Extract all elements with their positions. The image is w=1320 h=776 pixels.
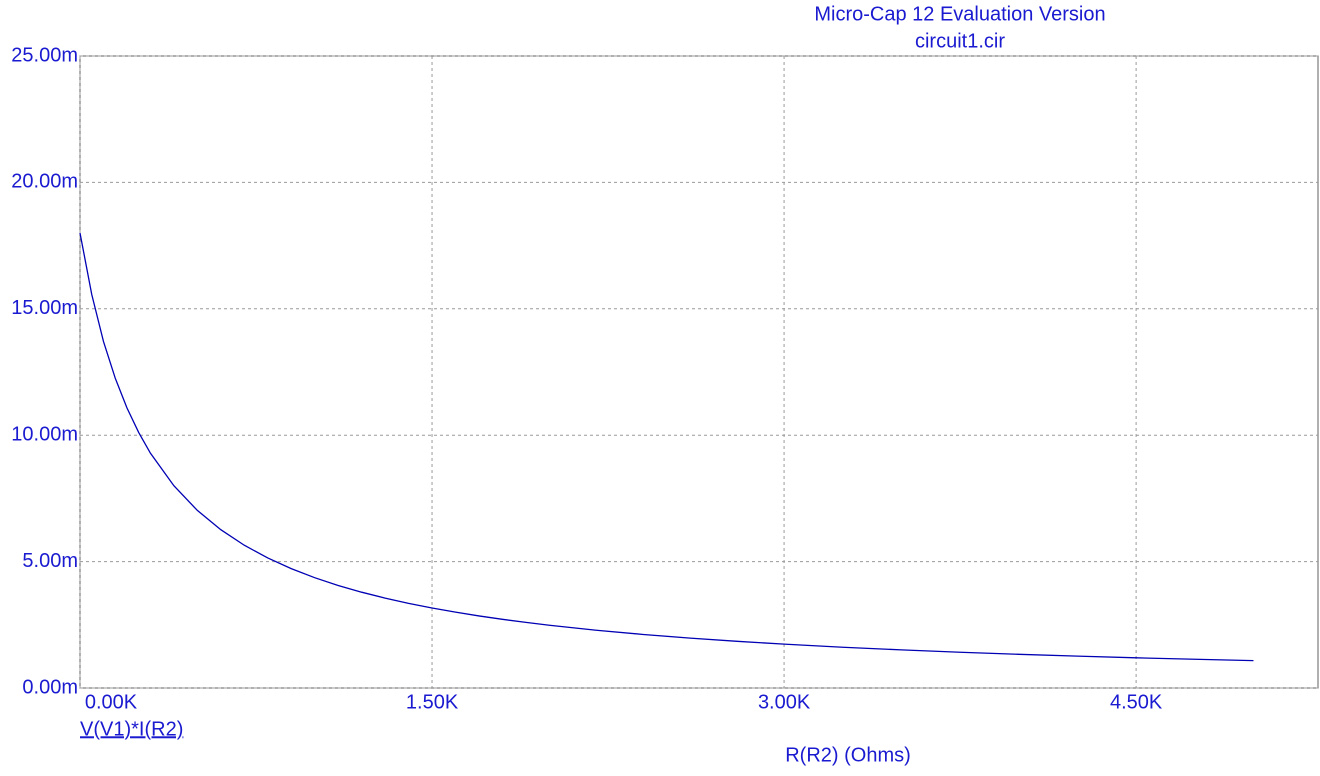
y-tick-label: 10.00m (11, 423, 78, 445)
chart-subtitle: circuit1.cir (915, 30, 1005, 52)
y-tick-label: 25.00m (11, 44, 78, 66)
x-axis-label: R(R2) (Ohms) (785, 744, 911, 766)
legend-entry[interactable]: V(V1)*I(R2) (80, 718, 183, 740)
x-tick-label: 1.50K (406, 691, 459, 713)
y-tick-label: 5.00m (22, 550, 78, 572)
y-tick-label: 0.00m (22, 676, 78, 698)
x-tick-label: 4.50K (1110, 691, 1163, 713)
y-tick-label: 20.00m (11, 171, 78, 193)
y-tick-label: 15.00m (11, 297, 78, 319)
x-tick-label: 3.00K (758, 691, 811, 713)
x-tick-label: 0.00K (85, 691, 138, 713)
plot-frame (79, 55, 1319, 689)
chart-title: Micro-Cap 12 Evaluation Version (814, 3, 1105, 25)
line-series (79, 232, 1254, 662)
